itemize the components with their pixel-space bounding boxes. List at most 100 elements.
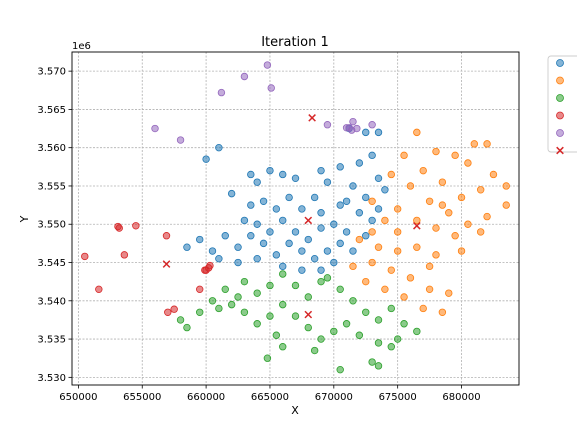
data-point bbox=[183, 323, 191, 332]
cluster-3-points bbox=[81, 222, 214, 316]
data-point bbox=[489, 170, 498, 179]
data-point bbox=[266, 281, 274, 290]
data-point bbox=[279, 270, 287, 278]
data-point bbox=[162, 232, 171, 240]
data-point bbox=[279, 300, 287, 309]
data-point bbox=[419, 304, 427, 313]
data-point bbox=[336, 285, 344, 294]
legend bbox=[547, 55, 577, 155]
data-point bbox=[253, 178, 261, 186]
data-point bbox=[413, 128, 421, 137]
centroid-marker bbox=[304, 216, 313, 225]
y-tick-label: 3.560 bbox=[37, 143, 66, 154]
data-point bbox=[304, 235, 312, 244]
data-point bbox=[234, 243, 242, 251]
plot-frame bbox=[71, 51, 520, 386]
centroid-marker bbox=[304, 310, 313, 319]
y-tick-label: 3.535 bbox=[37, 335, 66, 346]
data-point bbox=[432, 147, 440, 156]
x-tick-label: 675000 bbox=[379, 392, 417, 403]
data-point bbox=[196, 235, 204, 244]
data-point bbox=[425, 285, 434, 294]
chart-title: Iteration 1 bbox=[261, 35, 329, 50]
data-point bbox=[206, 261, 214, 270]
x-tick-label: 680000 bbox=[442, 392, 480, 403]
data-point bbox=[272, 251, 281, 259]
data-point bbox=[304, 323, 312, 332]
x-tick-label: 655000 bbox=[123, 392, 161, 403]
data-point bbox=[272, 331, 281, 339]
cluster-4-points bbox=[151, 61, 376, 144]
x-axis-label: X bbox=[291, 404, 299, 417]
data-point bbox=[355, 331, 364, 339]
data-point bbox=[368, 228, 376, 236]
data-point bbox=[310, 193, 319, 202]
data-point bbox=[115, 224, 123, 232]
data-point bbox=[393, 228, 402, 236]
data-point bbox=[221, 285, 229, 294]
data-point bbox=[349, 247, 357, 255]
data-point bbox=[266, 166, 274, 175]
y-tick-label: 3.530 bbox=[37, 373, 66, 384]
data-point bbox=[247, 232, 255, 240]
data-point bbox=[470, 140, 478, 148]
data-point bbox=[221, 232, 229, 240]
data-point bbox=[279, 216, 287, 225]
data-point bbox=[362, 128, 370, 137]
legend-marker-cluster-1 bbox=[556, 76, 564, 85]
data-point bbox=[298, 247, 306, 255]
data-point bbox=[483, 212, 491, 221]
data-point bbox=[368, 121, 376, 129]
data-point bbox=[413, 243, 421, 251]
data-point bbox=[368, 151, 376, 160]
data-point bbox=[208, 297, 217, 305]
data-point bbox=[387, 170, 395, 179]
data-point bbox=[317, 166, 325, 175]
data-point bbox=[374, 243, 383, 251]
centroid-marker bbox=[308, 114, 316, 122]
data-point bbox=[234, 258, 242, 267]
data-point bbox=[215, 143, 223, 152]
data-point bbox=[342, 197, 351, 205]
data-point bbox=[330, 258, 338, 267]
legend-marker-cluster-0 bbox=[556, 59, 564, 67]
data-point bbox=[176, 136, 185, 144]
data-point bbox=[476, 186, 485, 194]
data-point bbox=[502, 201, 510, 209]
data-point bbox=[132, 222, 140, 230]
data-point bbox=[432, 251, 440, 259]
data-point bbox=[464, 159, 472, 167]
data-point bbox=[336, 201, 344, 209]
data-point bbox=[176, 316, 185, 324]
data-point bbox=[253, 320, 261, 328]
x-tick-label: 670000 bbox=[315, 392, 353, 403]
data-point bbox=[336, 163, 344, 171]
data-point bbox=[349, 262, 357, 271]
data-point bbox=[330, 327, 338, 336]
data-point bbox=[279, 170, 287, 179]
y-tick-label: 3.550 bbox=[37, 220, 66, 231]
data-point bbox=[368, 216, 376, 225]
data-point bbox=[317, 266, 325, 274]
data-point bbox=[253, 254, 261, 263]
data-point bbox=[374, 316, 383, 324]
y-tick-label: 3.545 bbox=[37, 258, 66, 269]
data-point bbox=[285, 239, 293, 248]
data-point bbox=[362, 232, 370, 240]
data-point bbox=[95, 285, 103, 294]
legend-marker-cluster-2 bbox=[556, 94, 564, 102]
data-point bbox=[355, 159, 364, 167]
data-point bbox=[374, 128, 383, 137]
data-point bbox=[253, 289, 261, 297]
x-axis-ticks: 650000 655000 660000 665000 670000 675000 6800… bbox=[59, 385, 481, 403]
data-point bbox=[406, 182, 415, 190]
data-point bbox=[266, 312, 274, 320]
data-point bbox=[323, 274, 332, 282]
data-point bbox=[362, 193, 370, 202]
data-point bbox=[438, 178, 447, 186]
data-point bbox=[349, 117, 357, 126]
data-point bbox=[310, 346, 319, 355]
data-point bbox=[323, 178, 332, 186]
centroid-marker bbox=[162, 260, 171, 268]
data-point bbox=[317, 277, 325, 286]
